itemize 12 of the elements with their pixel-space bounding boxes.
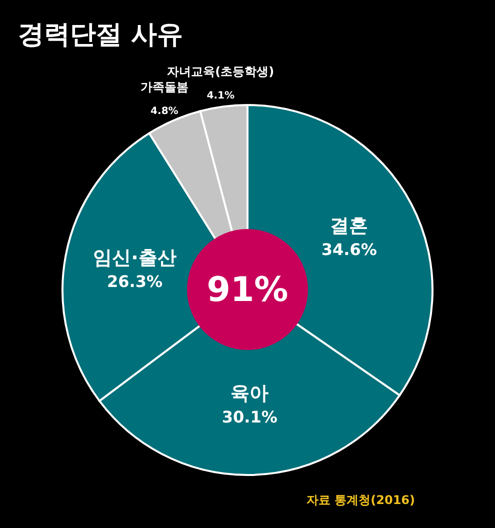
slice-label: 임신·출산 — [93, 247, 176, 270]
data-label: 4.8% — [150, 106, 178, 118]
slice-label: 결혼 — [330, 214, 368, 237]
data-label: 30.1% — [222, 408, 278, 427]
data-label: 34.6% — [321, 240, 377, 259]
text: 자료 통계청(2016) — [306, 492, 415, 509]
slice-label: 육아 — [230, 382, 269, 405]
slice-label: 자녀교육(초등학생) — [167, 64, 274, 79]
data-label: 26.3% — [106, 272, 162, 292]
data-label: 4.1% — [206, 90, 234, 102]
chart-title: 경력단절 사유 — [18, 20, 184, 50]
slice-label: 가족돌봄 — [140, 80, 188, 94]
